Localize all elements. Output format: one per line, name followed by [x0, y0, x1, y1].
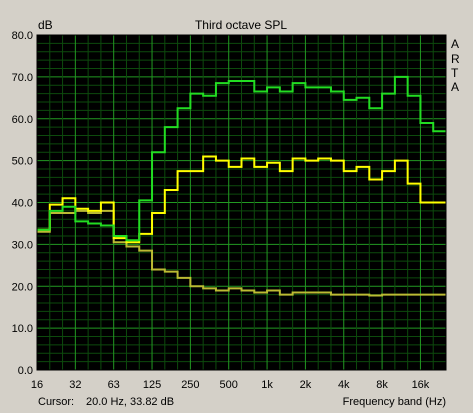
y-tick-label: 70.0: [12, 72, 33, 84]
x-tick-label: 16: [31, 379, 43, 391]
y-axis-label: dB: [38, 18, 53, 32]
series-line-0: [37, 75, 446, 242]
y-tick-label: 20.0: [12, 281, 33, 293]
side-letter: T: [451, 66, 459, 80]
x-tick-label: 32: [69, 379, 81, 391]
grid: [37, 34, 446, 371]
y-tick-label: 10.0: [12, 323, 33, 335]
x-tick-label: 63: [108, 379, 120, 391]
cursor-value: 20.0 Hz, 33.82 dB: [86, 396, 174, 408]
side-letter: R: [451, 52, 460, 66]
x-tick-label: 16k: [412, 379, 430, 391]
x-tick-label: 250: [181, 379, 199, 391]
y-tick-label: 80.0: [12, 30, 33, 42]
y-tick-labels: 0.0 10.0 20.0 30.0 40.0 50.0 60.0 70.0 80.0: [12, 30, 33, 377]
x-tick-label: 500: [220, 379, 238, 391]
cursor-label: Cursor:: [38, 396, 74, 408]
x-tick-label: 1k: [261, 379, 273, 391]
x-tick-label: 8k: [376, 379, 388, 391]
side-letter: A: [451, 80, 459, 94]
x-tick-labels: 16 32 63 125 250 500 1k 2k 4k 8k 16k: [31, 379, 430, 391]
y-tick-label: 30.0: [12, 239, 33, 251]
side-letter-top: A: [451, 37, 459, 51]
x-tick-label: 4k: [338, 379, 350, 391]
x-axis-label: Frequency band (Hz): [343, 396, 446, 408]
series-line-1: [37, 155, 446, 244]
x-tick-label: 125: [143, 379, 161, 391]
y-tick-label: 50.0: [12, 156, 33, 168]
plot-border: [36, 34, 447, 371]
arta-side-letters: RTA: [451, 52, 460, 94]
y-tick-label: 0.0: [18, 365, 33, 377]
series-layer: [37, 75, 446, 297]
y-tick-label: 60.0: [12, 114, 33, 126]
chart-title: Third octave SPL: [195, 18, 287, 32]
y-tick-label: 40.0: [12, 198, 33, 210]
x-tick-label: 2k: [300, 379, 312, 391]
